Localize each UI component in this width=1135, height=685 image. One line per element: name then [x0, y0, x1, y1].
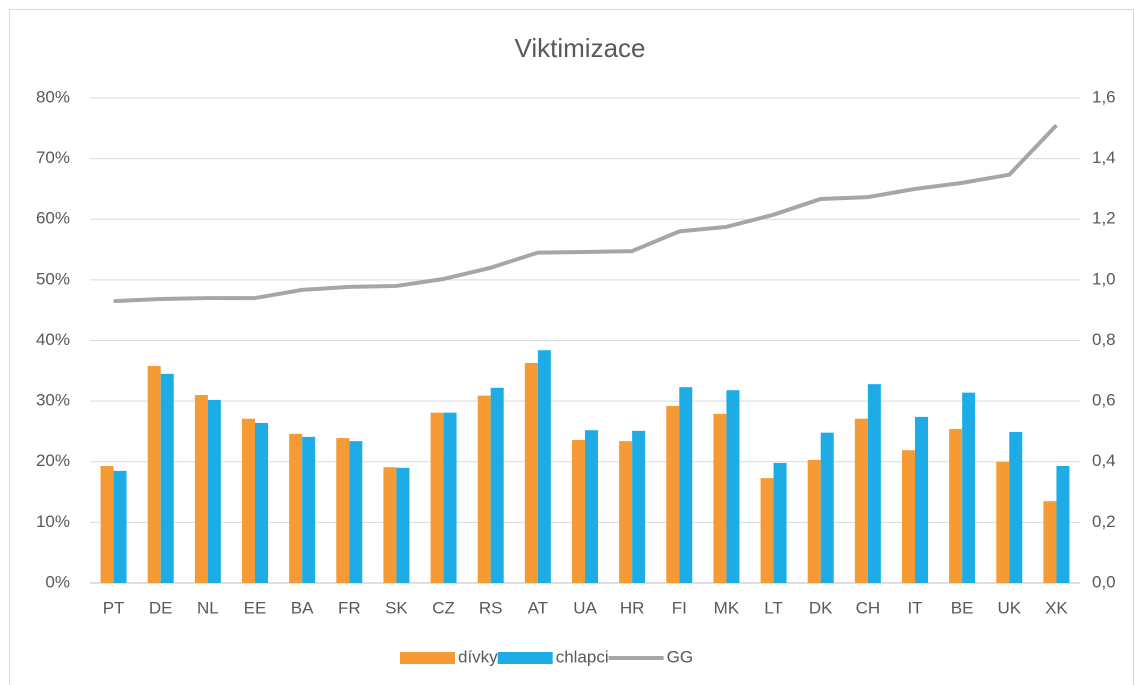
bar — [572, 439, 585, 583]
x-tick-label: RS — [479, 598, 503, 617]
bar — [336, 438, 350, 583]
x-tick-label: CH — [856, 598, 881, 617]
x-tick-label: DK — [809, 598, 833, 617]
bar — [726, 390, 740, 583]
chart-border — [9, 9, 1134, 685]
bar — [100, 465, 114, 583]
bar — [147, 365, 161, 583]
x-tick-label: UA — [573, 598, 597, 617]
x-tick-label: FI — [672, 598, 687, 617]
y2-tick-label: 0,2 — [1092, 512, 1116, 531]
x-tick-label: UK — [997, 598, 1021, 617]
x-tick-label: HR — [620, 598, 645, 617]
bar — [477, 395, 491, 583]
bar — [867, 384, 881, 583]
bar — [632, 430, 646, 583]
bar — [302, 436, 316, 583]
bar — [242, 418, 255, 583]
y-tick-label: 30% — [36, 391, 70, 410]
x-tick-label: DE — [149, 598, 173, 617]
x-tick-label: AT — [528, 598, 548, 617]
y2-tick-label: 1,4 — [1092, 148, 1116, 167]
bar — [255, 422, 268, 583]
bar — [207, 399, 221, 583]
bar — [1056, 465, 1070, 583]
bar — [289, 433, 303, 583]
bar — [383, 467, 397, 583]
bar — [524, 362, 538, 583]
bar — [679, 387, 693, 583]
legend-label: dívky — [458, 647, 498, 666]
y2-tick-label: 0,4 — [1092, 451, 1116, 470]
x-tick-label: CZ — [432, 598, 455, 617]
bar — [1043, 501, 1057, 583]
y2-tick-label: 0,6 — [1092, 391, 1116, 410]
legend-swatch — [497, 652, 553, 664]
x-tick-label: EE — [244, 598, 267, 617]
y-tick-label: 50% — [36, 269, 70, 288]
bar — [619, 441, 633, 583]
bar — [396, 467, 410, 583]
x-tick-label: PT — [103, 598, 125, 617]
y2-tick-label: 1,6 — [1092, 87, 1116, 106]
bar — [349, 441, 363, 583]
bar — [915, 416, 928, 583]
y-tick-label: 40% — [36, 330, 70, 349]
y2-tick-label: 0,8 — [1092, 330, 1116, 349]
bar — [160, 373, 174, 583]
bar — [713, 413, 727, 583]
bar — [537, 350, 551, 583]
y2-tick-label: 1,2 — [1092, 209, 1116, 228]
y-tick-label: 60% — [36, 209, 70, 228]
bar — [949, 429, 963, 583]
y-tick-label: 70% — [36, 148, 70, 167]
bar — [773, 462, 787, 583]
y-tick-label: 80% — [36, 87, 70, 106]
bar — [760, 478, 774, 583]
x-tick-label: BA — [291, 598, 314, 617]
bar — [443, 412, 457, 583]
x-tick-label: IT — [907, 598, 922, 617]
x-tick-label: FR — [338, 598, 361, 617]
bar — [1009, 432, 1023, 583]
chart-title: Viktimizace — [514, 33, 645, 63]
bar — [430, 412, 444, 583]
bar — [902, 450, 915, 583]
y2-tick-label: 0,0 — [1092, 572, 1116, 591]
y-tick-label: 0% — [45, 572, 70, 591]
y-tick-label: 10% — [36, 512, 70, 531]
legend-label: GG — [667, 647, 693, 666]
legend-label: chlapci — [556, 647, 609, 666]
bar — [820, 432, 834, 583]
bar — [194, 395, 208, 583]
y-tick-label: 20% — [36, 451, 70, 470]
x-tick-label: MK — [714, 598, 740, 617]
x-tick-label: SK — [385, 598, 408, 617]
bar — [666, 405, 680, 583]
line — [113, 123, 1058, 304]
bar — [585, 430, 598, 583]
legend-swatch — [400, 652, 455, 664]
bar — [807, 459, 821, 583]
bar — [962, 392, 976, 583]
y2-tick-label: 1,0 — [1092, 269, 1116, 288]
bar — [854, 418, 868, 583]
bar — [113, 470, 127, 583]
x-tick-label: NL — [197, 598, 219, 617]
x-tick-label: LT — [764, 598, 783, 617]
bar — [490, 387, 504, 583]
bar — [996, 461, 1010, 583]
x-tick-label: BE — [951, 598, 974, 617]
x-tick-label: XK — [1045, 598, 1068, 617]
